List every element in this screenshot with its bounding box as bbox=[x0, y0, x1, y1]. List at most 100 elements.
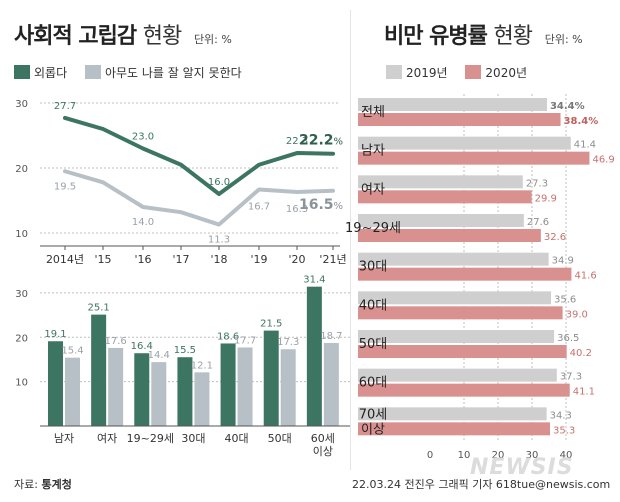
loneliness-bar-chart: 10 20 30 19.1 15.4 남자 25.1 17.6 여자 16.414.4 19~29세… bbox=[15, 275, 350, 458]
hbar-0 bbox=[358, 291, 552, 305]
panel-divider bbox=[350, 10, 351, 470]
hbar-0 bbox=[358, 98, 547, 111]
hbar-data-label: 46.9 bbox=[592, 155, 614, 166]
line-series-0 bbox=[63, 115, 335, 196]
left-unit: 단위: % bbox=[193, 33, 232, 46]
hbar-data-label: 34.3 bbox=[550, 410, 572, 421]
hbar-data-label: 39.0 bbox=[566, 309, 588, 320]
hbar-data-label: 27.6 bbox=[527, 217, 549, 228]
newsis-watermark: NEWSIS bbox=[470, 455, 574, 480]
bar-0 bbox=[134, 353, 150, 426]
hbar-data-label: 38.4% bbox=[564, 116, 599, 127]
bar-category-label: 40대 bbox=[225, 432, 249, 445]
bar-data-label: 21.5 bbox=[260, 319, 282, 330]
line-ytick-label: 10 bbox=[15, 229, 28, 240]
hbar-xtick-label: 40 bbox=[560, 450, 573, 461]
bar-data-label: 17.3 bbox=[277, 337, 299, 348]
hbar-category-label: 남자 bbox=[361, 144, 385, 159]
hbar-1 bbox=[358, 306, 563, 320]
hbar-data-label: 41.6 bbox=[574, 271, 596, 282]
bar-category-label: 이상 bbox=[313, 445, 333, 458]
line-data-label: 22.2% bbox=[299, 133, 343, 149]
hbar-category-label: 이상 bbox=[361, 422, 385, 437]
hbar-1 bbox=[358, 267, 572, 281]
hbar-category-label: 40대 bbox=[359, 298, 388, 313]
bar-category-label: 19~29세 bbox=[127, 432, 174, 445]
hbar-category-label: 50대 bbox=[359, 337, 388, 352]
hbar-1 bbox=[358, 229, 541, 242]
obesity-bar-chart: 0 10 20 30 40 34.4% 38.4% 전체 41.4 46.9 남자 27.3 29.9 여… bbox=[345, 94, 615, 461]
hbar-data-label: 41.1 bbox=[573, 387, 595, 398]
hbar-data-label: 41.4 bbox=[574, 140, 596, 151]
hbar-xtick-label: 30 bbox=[526, 450, 539, 461]
line-xtick-label: '21년 bbox=[319, 253, 346, 266]
bar-category-label: 50대 bbox=[268, 432, 292, 445]
right-legend-swatch-2019 bbox=[386, 65, 402, 79]
bar-data-label: 19.1 bbox=[44, 329, 66, 340]
line-xtick-label: '17 bbox=[172, 253, 189, 266]
right-title: 비만 유병률 현황 단위: % bbox=[384, 18, 583, 50]
bar-data-label: 12.1 bbox=[191, 360, 213, 371]
bar-data-label: 31.4 bbox=[303, 275, 325, 286]
line-xtick-label: '19 bbox=[250, 253, 267, 266]
hbar-data-label: 32.6 bbox=[544, 232, 566, 243]
hbar-category-label: 19~29세 bbox=[345, 221, 401, 236]
right-unit: 단위: % bbox=[544, 33, 583, 46]
line-data-label: 19.5 bbox=[54, 181, 76, 192]
hbar-0 bbox=[358, 175, 523, 189]
hbar-data-label-suffix: % bbox=[588, 116, 598, 127]
hbar-0 bbox=[358, 368, 557, 382]
line-data-label-suffix: % bbox=[334, 137, 344, 148]
source-label: 자료: bbox=[14, 478, 38, 491]
line-data-label-suffix: % bbox=[334, 201, 344, 212]
hbar-0 bbox=[358, 136, 571, 150]
bar-data-label: 15.5 bbox=[174, 345, 196, 356]
hbar-data-label-suffix: % bbox=[575, 101, 585, 112]
bar-0 bbox=[263, 330, 279, 426]
right-legend-label-2019: 2019년 bbox=[406, 66, 448, 80]
left-title-sub: 현황 bbox=[142, 24, 182, 49]
bar-0 bbox=[220, 343, 236, 426]
bar-0 bbox=[48, 341, 63, 426]
bar-0 bbox=[177, 357, 193, 426]
line-data-label: 11.3 bbox=[208, 235, 230, 246]
bar-ytick-label: 30 bbox=[15, 289, 28, 300]
hbar-data-label: 40.2 bbox=[570, 348, 592, 359]
hbar-data-label: 29.9 bbox=[535, 193, 557, 204]
line-data-label: 16.7 bbox=[248, 201, 270, 212]
hbar-0 bbox=[358, 407, 547, 421]
bar-1 bbox=[151, 362, 167, 426]
left-legend-item-lonely: 외롭다 bbox=[14, 65, 71, 80]
bar-data-label: 16.4 bbox=[131, 341, 153, 352]
credit-note: 22.03.24 전진우 그래픽 기자 618tue@newsis.com bbox=[352, 478, 611, 491]
hbar-data-label: 34.9 bbox=[552, 256, 574, 267]
right-title-sub: 현황 bbox=[493, 24, 533, 49]
line-xtick-label: 2014년 bbox=[46, 253, 84, 266]
hbar-1 bbox=[358, 422, 551, 436]
left-title-main: 사회적 고립감 bbox=[14, 24, 137, 49]
bar-category-label: 여자 bbox=[97, 432, 117, 445]
left-title: 사회적 고립감 현황 단위: % bbox=[14, 18, 232, 50]
hbar-data-label: 35.6 bbox=[554, 294, 576, 305]
line-data-label: 23.0 bbox=[132, 132, 154, 143]
line-xtick-label: '15 bbox=[94, 253, 111, 266]
hbar-0 bbox=[358, 330, 555, 343]
hbar-category-label: 70세 bbox=[359, 407, 388, 422]
line-series-1 bbox=[63, 169, 335, 227]
right-legend: 2019년 2020년 bbox=[386, 64, 541, 81]
right-legend-item-2020: 2020년 bbox=[465, 65, 528, 80]
hbar-category-label: 여자 bbox=[361, 182, 385, 197]
hbar-0 bbox=[358, 214, 524, 227]
bar-1 bbox=[65, 357, 80, 426]
line-data-label: 16.0 bbox=[208, 177, 230, 188]
hbar-data-label: 27.3 bbox=[526, 178, 548, 189]
bar-data-label: 25.1 bbox=[88, 303, 110, 314]
bar-data-label: 17.6 bbox=[105, 336, 127, 347]
hbar-1 bbox=[358, 383, 570, 397]
bar-1 bbox=[194, 372, 210, 426]
bar-ytick-label: 10 bbox=[15, 378, 28, 389]
hbar-xtick-label: 20 bbox=[492, 450, 505, 461]
right-legend-label-2020: 2020년 bbox=[485, 66, 528, 80]
bar-data-label: 15.4 bbox=[61, 346, 83, 357]
bar-data-label: 18.6 bbox=[217, 331, 239, 342]
